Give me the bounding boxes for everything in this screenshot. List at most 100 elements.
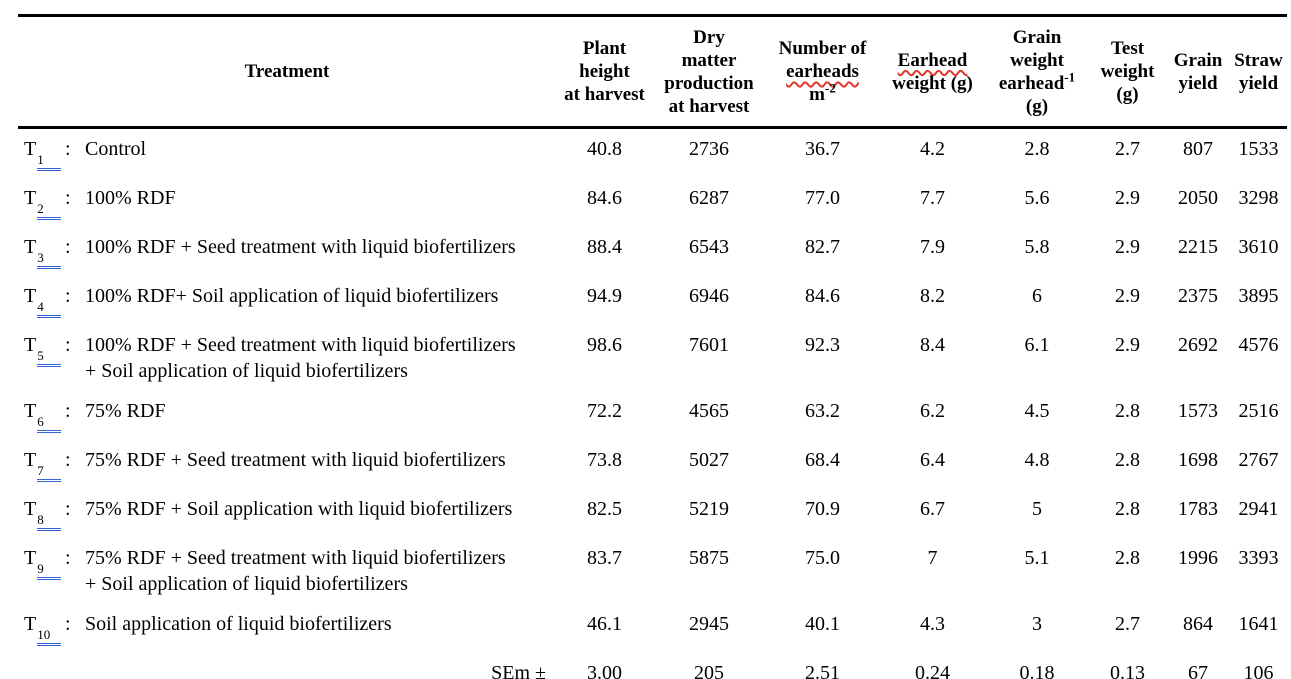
value-cell-dry-matter-production-at-harvest: 5875 [689, 547, 729, 569]
treatment-colon: : [65, 187, 71, 209]
value-cell-test-weight-g: 2.8 [1115, 400, 1140, 422]
treatment-cell: T1: Control [18, 128, 556, 179]
header-line: (g) [1116, 84, 1139, 105]
value-cell-straw-yield: 3298 [1238, 187, 1279, 209]
spellcheck-wavy-underline: Earhead [897, 49, 968, 71]
treatment-cell: T3:100% RDF + Seed treatment with liquid… [18, 227, 556, 276]
treatment-cell: T2:100% RDF [18, 178, 556, 227]
value-cell-grain-weight-per-earhead-g: 4.5 [1024, 400, 1050, 422]
treatment-description: 75% RDF + Seed treatment with liquid bio… [85, 447, 554, 482]
value-cell-grain-yield: 2215 [1178, 236, 1218, 258]
treatment-subscript-grammar-underline: 7 [37, 464, 62, 482]
value-cell-straw-yield: 4576 [1238, 334, 1279, 356]
header-line: weight [1010, 49, 1064, 71]
value-cell-number-of-earheads-m2: 63.2 [805, 400, 840, 422]
value-cell-grain-yield: 807 [1183, 138, 1213, 160]
header-line: height [579, 61, 630, 82]
value-cell-earhead-weight-g: 6.2 [920, 400, 945, 422]
treatment-description-line: Control [85, 138, 147, 160]
value-cell-number-of-earheads-m2: 84.6 [805, 285, 840, 307]
treatment-label-layout: T6:75% RDF [18, 398, 554, 433]
value-cell-earhead-weight-g: 6.7 [920, 498, 945, 520]
treatment-subscript-grammar-underline: 5 [37, 349, 62, 367]
treatment-description-line: 75% RDF + Seed treatment with liquid bio… [85, 449, 506, 471]
treatment-description-line: 75% RDF [85, 400, 166, 422]
value-cell-number-of-earheads-m2: 75.0 [805, 547, 840, 569]
header-line: Test [1110, 38, 1145, 59]
stat-value-cell-earhead-weight-g: 0.24 [915, 662, 950, 679]
stat-row-sem: SEm ± 3.00 205 2.51 0.24 0.18 0.13 67 106 [18, 653, 1287, 679]
treatment-cell: T10: Soil application of liquid biofertil… [18, 604, 556, 653]
treatment-results-table: Treatment Plant height at harvest Dry matter p… [18, 14, 1287, 679]
spellcheck-wavy-underline: earheads [786, 61, 859, 82]
value-cell-grain-yield: 1996 [1178, 547, 1218, 569]
value-cell-dry-matter-production-at-harvest: 7601 [689, 334, 729, 356]
stat-label-sem: SEm ± [491, 662, 546, 679]
treatment-code: T5 [24, 332, 65, 384]
value-cell-grain-yield: 2050 [1178, 187, 1218, 209]
treatment-colon: : [65, 285, 71, 307]
value-cell-earhead-weight-g: 7.7 [920, 187, 945, 209]
value-cell-grain-yield: 1698 [1178, 449, 1218, 471]
spellcheck-wavy-underline: SEm [491, 662, 531, 679]
header-line: Number of [778, 38, 867, 59]
value-cell-test-weight-g: 2.7 [1115, 613, 1140, 635]
value-cell-number-of-earheads-m2: 77.0 [805, 187, 840, 209]
value-cell-grain-yield: 864 [1183, 613, 1213, 635]
treatment-description-line: + Soil application of liquid biofertiliz… [85, 360, 408, 382]
value-cell-straw-yield: 1641 [1238, 613, 1279, 635]
column-header-test-weight-g: Test weight (g) [1089, 16, 1166, 128]
table-header: Treatment Plant height at harvest Dry matter p… [18, 16, 1287, 128]
value-cell-earhead-weight-g: 4.2 [920, 138, 945, 160]
treatment-description-line: + Soil application of liquid biofertiliz… [85, 573, 408, 595]
treatment-code: T9 [24, 545, 65, 597]
treatment-row-T3: T3:100% RDF + Seed treatment with liquid… [18, 227, 1287, 276]
column-header-straw-yield: Straw yield [1230, 16, 1287, 128]
value-cell-plant-height-at-harvest: 40.8 [587, 138, 622, 160]
treatment-code: T7 [24, 447, 65, 482]
value-cell-earhead-weight-g: 4.3 [920, 613, 945, 635]
treatment-cell: T5:100% RDF + Seed treatment with liquid… [18, 325, 556, 391]
treatment-code: T8 [24, 496, 65, 531]
stat-value-cell-grain-yield: 67 [1188, 662, 1208, 679]
header-line: yield [1178, 72, 1218, 94]
treatment-description-line: 100% RDF + Seed treatment with liquid bi… [85, 236, 516, 258]
value-cell-test-weight-g: 2.8 [1115, 547, 1140, 569]
treatment-row-T7: T7:75% RDF + Seed treatment with liquid … [18, 440, 1287, 489]
header-line: Grain [1012, 26, 1062, 48]
treatment-subscript-grammar-underline: 3 [37, 251, 62, 269]
header-line: Straw [1234, 49, 1283, 71]
treatment-row-T9: T9:75% RDF + Seed treatment with liquid … [18, 538, 1287, 604]
value-cell-dry-matter-production-at-harvest: 5219 [689, 498, 729, 520]
treatment-subscript-grammar-underline: 1 [37, 153, 62, 171]
treatment-description: Control [85, 136, 554, 171]
stat-value-cell-dry-matter-production-at-harvest: 205 [694, 662, 724, 679]
value-cell-straw-yield: 2941 [1238, 498, 1279, 520]
header-line: earhead-1 [998, 69, 1076, 94]
treatment-label-layout: T4:100% RDF+ Soil application of liquid … [18, 283, 554, 318]
value-cell-plant-height-at-harvest: 72.2 [587, 400, 622, 422]
treatment-colon: : [65, 613, 71, 635]
value-cell-dry-matter-production-at-harvest: 4565 [689, 400, 729, 422]
column-header-treatment: Treatment [18, 16, 556, 128]
treatment-description: 75% RDF + Soil application with liquid b… [85, 496, 554, 531]
value-cell-dry-matter-production-at-harvest: 2736 [689, 138, 729, 160]
header-line: at harvest [564, 84, 645, 105]
treatment-label-layout: T5:100% RDF + Seed treatment with liquid… [18, 332, 554, 384]
value-cell-number-of-earheads-m2: 40.1 [805, 613, 840, 635]
stat-value-cell-plant-height-at-harvest: 3.00 [587, 662, 622, 679]
value-cell-grain-weight-per-earhead-g: 6.1 [1024, 334, 1050, 356]
treatment-subscript-grammar-underline: 10 [37, 628, 62, 646]
treatment-colon: : [65, 334, 71, 356]
value-cell-number-of-earheads-m2: 92.3 [805, 334, 840, 356]
value-cell-straw-yield: 3393 [1238, 547, 1279, 569]
treatment-label-layout: T10: Soil application of liquid biofertil… [18, 611, 554, 646]
treatment-cell: T8:75% RDF + Soil application with liqui… [18, 489, 556, 538]
treatment-code: T1 [24, 136, 65, 171]
treatment-label-layout: T7:75% RDF + Seed treatment with liquid … [18, 447, 554, 482]
value-cell-dry-matter-production-at-harvest: 6946 [689, 285, 729, 307]
header-line: weight (g) [892, 72, 973, 94]
value-cell-dry-matter-production-at-harvest: 2945 [689, 613, 729, 635]
value-cell-test-weight-g: 2.9 [1115, 187, 1140, 209]
value-cell-test-weight-g: 2.8 [1115, 498, 1140, 520]
